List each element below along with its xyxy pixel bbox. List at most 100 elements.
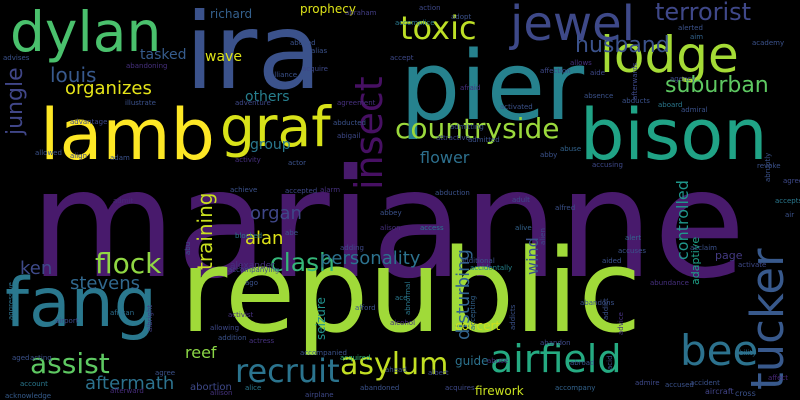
cloud-word: aggressive	[7, 282, 15, 320]
cloud-word: suburban	[665, 73, 769, 98]
cloud-word: alexander	[230, 261, 275, 271]
cloud-word: ira	[185, 0, 322, 113]
cloud-word: adult	[512, 196, 530, 204]
cloud-word: activist	[228, 311, 254, 319]
cloud-word: addicts	[509, 304, 517, 330]
cloud-word: allison	[210, 389, 233, 397]
cloud-word: bee	[680, 326, 759, 375]
cloud-word: accused	[665, 381, 694, 389]
cloud-word: ago	[245, 279, 259, 287]
cloud-word: ace	[395, 294, 408, 302]
cloud-word: accompany	[555, 384, 596, 392]
cloud-word: alcohol	[390, 319, 416, 327]
cloud-word: acid	[606, 355, 614, 370]
cloud-word: adopt	[451, 13, 472, 21]
cloud-word: adding	[340, 244, 365, 252]
cloud-word: african	[110, 309, 135, 317]
cloud-word: clash	[270, 248, 335, 277]
cloud-word: alerted	[678, 24, 703, 32]
cloud-word: aboard	[658, 101, 683, 109]
cloud-word: actor	[288, 159, 307, 167]
cloud-word: acquire	[302, 65, 328, 73]
cloud-word: accusing	[592, 161, 623, 169]
cloud-word: abroad	[570, 359, 595, 367]
cloud-word: abby	[540, 151, 558, 159]
cloud-word: abundance	[650, 279, 689, 287]
cloud-word: addition	[218, 334, 247, 342]
cloud-word: afford	[355, 304, 376, 312]
cloud-word: fang	[5, 264, 157, 343]
cloud-word: pier	[400, 32, 585, 142]
cloud-word: recruit	[235, 352, 340, 390]
cloud-word: abducts	[622, 97, 650, 105]
cloud-word: seizure	[314, 297, 328, 340]
cloud-word: additional	[460, 257, 495, 265]
cloud-word: abducted	[333, 119, 366, 127]
cloud-word: advice	[617, 312, 625, 335]
cloud-word: jewel	[510, 0, 635, 52]
cloud-word: abu	[184, 241, 192, 255]
cloud-word: air	[785, 211, 795, 219]
cloud-word: allowed	[35, 149, 62, 157]
cloud-word: alfred	[555, 204, 576, 212]
cloud-word: concert	[455, 319, 501, 333]
cloud-word: afraid	[460, 84, 481, 92]
cloud-word: blocked	[235, 232, 263, 240]
cloud-word: alan	[245, 228, 284, 249]
cloud-word: aided	[602, 257, 622, 265]
cloud-word: illustrate	[125, 99, 156, 107]
cloud-word: lamb	[40, 94, 215, 176]
cloud-word: abandoning	[126, 62, 168, 70]
cloud-word: acquires	[445, 384, 475, 392]
cloud-word: abe	[285, 229, 299, 237]
cloud-word: acquired	[340, 354, 371, 362]
cloud-word: firework	[475, 384, 524, 398]
cloud-word: aide	[590, 69, 605, 77]
cloud-word: adam	[110, 154, 130, 162]
cloud-word: ken	[20, 258, 53, 279]
cloud-word: align	[70, 152, 88, 160]
cloud-word: alive	[515, 224, 532, 232]
cloud-word: admitted	[468, 136, 500, 144]
cloud-word: activity	[235, 156, 261, 164]
cloud-word: afterwards	[631, 62, 639, 100]
cloud-word: affect	[768, 374, 789, 382]
cloud-word: reef	[185, 343, 217, 362]
cloud-word: admire	[635, 379, 660, 387]
cloud-word: accepts	[775, 197, 800, 205]
cloud-word: airfield	[490, 337, 622, 381]
cloud-word: abigail	[337, 132, 361, 140]
cloud-word: aircraft	[705, 387, 734, 396]
cloud-word: alert	[625, 234, 642, 242]
cloud-word: actress	[249, 337, 275, 345]
cloud-word: stevens	[70, 273, 141, 294]
cloud-word: allows	[570, 59, 592, 67]
cloud-word: acclaim	[690, 244, 717, 252]
cloud-word: abused	[290, 39, 316, 47]
cloud-word: flock	[95, 247, 162, 280]
cloud-word: affection	[540, 67, 571, 75]
cloud-word: organizes	[65, 78, 152, 99]
cloud-word: agreeing	[783, 177, 800, 185]
cloud-word: alarm	[320, 186, 341, 194]
cloud-word: academy	[752, 39, 785, 47]
cloud-word: albert	[428, 369, 449, 377]
cloud-word: wave	[205, 49, 242, 65]
cloud-word: advises	[3, 54, 30, 62]
cloud-word: training	[193, 192, 217, 270]
cloud-word: graf	[220, 95, 331, 159]
cloud-word: cross	[735, 389, 756, 398]
cloud-word: achieve	[230, 186, 258, 194]
cloud-word: attractive	[436, 134, 470, 142]
cloud-word: accomplice	[395, 19, 435, 27]
cloud-word: abortion	[190, 382, 232, 393]
cloud-word: organ	[250, 203, 302, 224]
cloud-word: lodge	[600, 26, 739, 84]
cloud-word: others	[245, 89, 290, 105]
cloud-word: accidentally	[470, 264, 513, 272]
cloud-word: asylum	[340, 347, 449, 382]
cloud-word: flower	[420, 148, 470, 167]
cloud-word: airport	[55, 317, 79, 325]
cloud-word: abandon	[540, 339, 571, 347]
cloud-word: abuse	[560, 145, 582, 153]
